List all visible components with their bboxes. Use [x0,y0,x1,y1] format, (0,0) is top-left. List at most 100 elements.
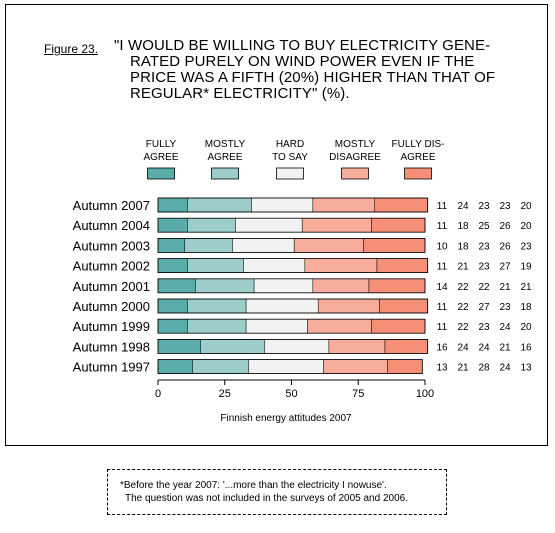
bar-outline [157,318,426,334]
data-label: 13 [520,363,532,374]
bar-segment [195,278,255,294]
bar-segment [293,238,364,253]
data-label: 23 [520,241,532,252]
bar-segment [232,238,295,253]
bar-segment [312,197,375,213]
x-tick-label: 0 [155,388,161,400]
footnote-line: *Before the year 2007: '...more than the… [120,480,387,491]
data-label: 14 [436,282,448,293]
data-label: 21 [457,363,469,374]
bar-segment [323,359,388,374]
bar-segment [245,318,308,334]
data-label: 24 [457,201,469,212]
legend-label: MOSTLY [335,139,376,150]
title-line: RATED PURELY ON WIND POWER EVEN IF THE [130,53,475,70]
bar-segment [371,318,426,334]
bar-segment [235,217,303,233]
data-label: 23 [478,241,490,252]
bar-segment [157,258,188,273]
data-label: 24 [457,342,469,353]
data-label: 27 [499,262,511,273]
legend-swatch [276,167,304,180]
bar-segment [187,217,236,233]
title-line: "I WOULD BE WILLING TO BUY ELECTRICITY G… [114,37,491,54]
bar-segment [384,339,428,354]
data-label: 22 [457,302,469,313]
bar-segment [157,318,188,334]
data-label: 11 [437,302,448,313]
bar-outline [157,278,426,294]
x-tick-label: 50 [285,388,297,400]
bar-segment [243,258,306,273]
data-label: 19 [520,262,532,273]
legend-label: AGREE [207,152,242,163]
data-label: 26 [499,241,511,252]
bar-segment [187,318,247,334]
legend-label: DISAGREE [329,152,381,163]
bar-segment [317,298,380,314]
x-tick-label: 75 [352,388,364,400]
legend-label: AGREE [400,152,435,163]
bar-segment [307,318,372,334]
data-label: 23 [499,302,511,313]
data-label: 11 [437,201,448,212]
data-label: 21 [457,262,469,273]
data-label: 18 [520,302,532,313]
data-label: 11 [437,322,448,333]
data-label: 25 [478,221,490,232]
data-label: 23 [499,201,511,212]
data-label: 16 [436,342,448,353]
bar-segment [184,238,234,253]
bar-segment [264,339,330,354]
category-label: Autumn 1998 [73,339,150,354]
data-label: 22 [457,322,469,333]
legend-swatch [404,167,432,180]
bar-segment [376,258,428,273]
data-label: 20 [520,221,532,232]
bar-outline [157,217,426,233]
data-label: 13 [436,363,448,374]
bar-segment [371,217,426,233]
bar-segment [374,197,428,213]
figure-label: Figure 23. [44,42,99,56]
data-label: 21 [499,282,511,293]
bar-segment [379,298,428,314]
bar-segment [157,238,185,253]
legend-swatch [147,167,175,180]
x-tick-label: 25 [219,388,231,400]
title-line: PRICE WAS A FIFTH (20%) HIGHER THAN THAT… [130,69,496,86]
bar-segment [157,298,188,314]
title-line: REGULAR* ELECTRICITY" (%). [130,85,350,102]
bar-segment [253,278,314,294]
bar-segment [304,258,378,273]
data-label: 20 [520,201,532,212]
bar-segment [187,197,252,213]
data-label: 11 [437,221,448,232]
data-label: 11 [437,262,448,273]
data-label: 21 [520,282,532,293]
bar-outline [157,298,429,314]
data-label: 28 [478,363,490,374]
category-label: Autumn 2003 [73,238,150,253]
data-label: 23 [478,322,490,333]
source-label: Finnish energy attitudes 2007 [220,413,352,424]
legend-swatch [341,167,369,180]
bar-segment [192,359,250,374]
bar-segment [157,197,188,213]
bar-segment [245,298,319,314]
bar-segment [157,278,196,294]
data-label: 24 [499,363,511,374]
footnote-box: *Before the year 2007: '...more than the… [107,469,447,515]
data-label: 21 [499,342,511,353]
data-label: 10 [436,241,448,252]
footnote-line: The question was not included in the sur… [125,493,408,504]
category-label: Autumn 1997 [73,360,150,375]
figure-frame [5,4,548,446]
data-label: 22 [457,282,469,293]
stacked-bar-chart: FULLY AGREE MOSTLY AGREE HARD TO SAY MOSTLY DIS… [73,139,532,424]
legend-label: AGREE [143,152,178,163]
figure-title: "I WOULD BE WILLING TO BUY ELECTRICITY G… [114,38,534,102]
category-label: Autumn 2002 [73,259,150,274]
bar-segment [368,278,426,294]
data-label: 20 [520,322,532,333]
